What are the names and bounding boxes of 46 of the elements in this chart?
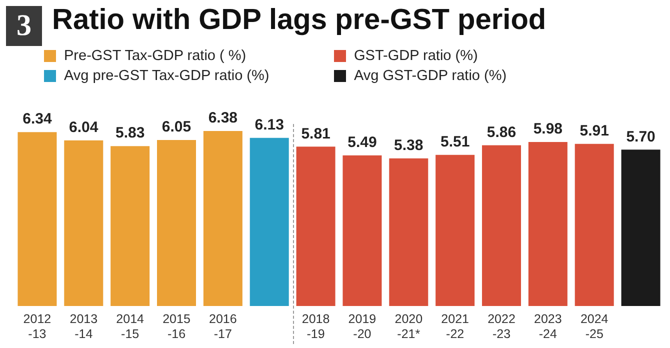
bar <box>250 138 289 306</box>
data-label: 6.05 <box>162 118 192 136</box>
bar <box>436 154 475 306</box>
bar <box>203 131 242 306</box>
x-tick-label: 2021-22 <box>441 312 470 341</box>
data-label: 5.98 <box>533 120 563 138</box>
text: 3 <box>6 6 42 46</box>
legend-label: Pre-GST Tax-GDP ratio ( %) <box>64 48 246 64</box>
bar <box>342 155 382 306</box>
data-label: 5.91 <box>580 122 609 140</box>
x-tick-label: 2022-23 <box>488 312 516 341</box>
bar <box>64 140 104 306</box>
x-tick-label: 2023-24 <box>534 312 562 341</box>
data-label: 5.38 <box>394 137 424 154</box>
bar <box>110 146 150 306</box>
data-label: 5.81 <box>301 125 330 142</box>
x-tick-label: 2024-25 <box>580 312 608 341</box>
bar <box>621 150 660 306</box>
bar <box>18 132 57 306</box>
bar <box>157 140 196 306</box>
data-label: 6.04 <box>69 118 99 136</box>
bar <box>574 144 614 306</box>
chart-title: Ratio with GDP lags pre-GST period <box>52 4 546 37</box>
data-label: 5.83 <box>115 124 145 142</box>
bar <box>528 142 568 306</box>
legend-label: Avg GST-GDP ratio (%) <box>354 68 507 84</box>
x-tick-label: 2020-21* <box>394 312 423 341</box>
data-label: 5.86 <box>486 124 516 141</box>
data-label: 6.13 <box>254 116 284 134</box>
x-tick-label: 2013-14 <box>70 312 98 341</box>
x-tick-label: 2015-16 <box>162 312 190 341</box>
legend-label: Avg pre-GST Tax-GDP ratio (%) <box>64 68 270 84</box>
legend-label: GST-GDP ratio (%) <box>354 48 478 64</box>
data-label: 6.38 <box>208 110 238 127</box>
bar <box>389 158 428 306</box>
data-label: 5.70 <box>626 128 656 146</box>
x-tick-label: 2019-20 <box>348 312 376 341</box>
x-tick-label: 2014-15 <box>116 312 144 341</box>
x-tick-label: 2018-19 <box>302 312 330 341</box>
data-label: 5.51 <box>440 134 470 151</box>
bar <box>482 145 521 306</box>
data-label: 5.49 <box>348 134 377 152</box>
x-tick-label: 2016-17 <box>209 312 237 341</box>
x-tick-label: 2012-13 <box>23 312 52 341</box>
data-label: 6.34 <box>22 110 52 128</box>
bar <box>296 146 336 306</box>
